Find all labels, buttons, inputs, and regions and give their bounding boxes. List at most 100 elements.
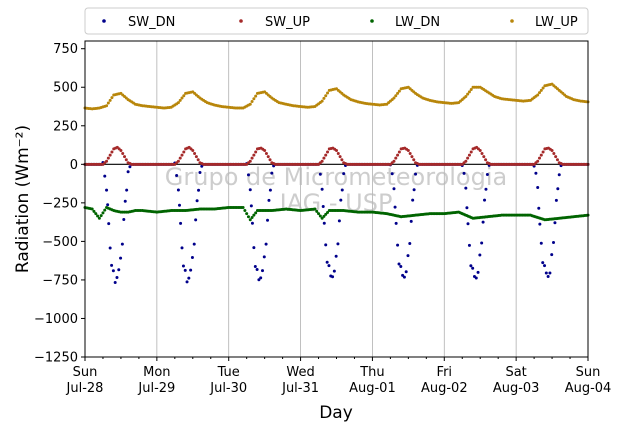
x-tick-label-day: Tue — [217, 365, 240, 380]
data-point — [543, 264, 547, 268]
data-point — [554, 155, 558, 159]
data-point — [255, 267, 259, 271]
data-point — [90, 207, 94, 211]
data-point — [105, 159, 109, 163]
data-point — [464, 186, 468, 190]
data-point — [268, 158, 272, 162]
data-point — [541, 261, 545, 265]
series-sw-up — [83, 145, 590, 166]
data-point — [325, 260, 329, 264]
data-point — [245, 212, 249, 216]
data-point — [320, 159, 324, 163]
x-tick-label-date: Aug-01 — [349, 381, 396, 396]
data-point — [108, 246, 112, 250]
data-point — [392, 159, 396, 163]
data-point — [320, 216, 324, 220]
data-point — [538, 222, 542, 226]
data-point — [392, 187, 396, 191]
data-point — [320, 187, 324, 191]
data-point — [326, 91, 330, 95]
data-point — [557, 173, 561, 177]
data-point — [176, 159, 180, 163]
data-point — [196, 158, 200, 162]
data-point — [469, 88, 473, 92]
data-point — [393, 205, 397, 209]
data-point — [334, 254, 338, 258]
data-point — [313, 207, 317, 211]
data-point — [246, 173, 250, 177]
x-tick-label-date: Jul-31 — [281, 381, 319, 396]
data-point — [110, 150, 114, 154]
data-point — [396, 91, 400, 95]
data-point — [254, 150, 258, 154]
x-axis-ticks: SunJul-28MonJul-29TueJul-30WedJul-31ThuA… — [66, 357, 611, 396]
y-axis-ticks: −1250 −1000 −750 −500 −250 0 250 500 750 — [34, 42, 85, 366]
data-point — [125, 188, 129, 192]
gridlines — [156, 41, 517, 357]
legend-box — [84, 7, 589, 35]
data-point — [264, 152, 268, 156]
series-lw-up — [83, 82, 590, 111]
data-point — [546, 275, 550, 279]
data-point — [270, 171, 274, 175]
data-point — [94, 212, 98, 216]
data-point — [250, 221, 254, 225]
data-point — [178, 156, 182, 160]
data-point — [193, 152, 197, 156]
data-point — [178, 98, 182, 102]
data-point — [411, 198, 415, 202]
data-point — [397, 150, 401, 154]
data-point — [200, 164, 204, 168]
data-point — [476, 270, 480, 274]
series-lw-dn — [83, 205, 590, 222]
data-point — [462, 171, 466, 175]
data-point — [555, 158, 559, 162]
data-point — [467, 90, 471, 94]
data-point — [322, 221, 326, 225]
data-point — [260, 269, 264, 273]
data-point — [117, 268, 121, 272]
data-point — [340, 158, 344, 162]
data-point — [268, 188, 272, 192]
data-point — [466, 92, 470, 96]
data-point — [554, 198, 558, 202]
data-point — [466, 156, 470, 160]
data-point — [254, 94, 258, 98]
x-tick-label-day: Mon — [143, 365, 170, 380]
data-point — [408, 152, 412, 156]
data-point — [123, 199, 127, 203]
data-point — [396, 243, 400, 247]
data-point — [397, 262, 401, 266]
data-point — [108, 98, 112, 102]
y-tick-label: 250 — [53, 119, 78, 134]
data-point — [338, 155, 342, 159]
data-point — [126, 170, 130, 174]
data-point — [187, 276, 191, 280]
x-tick-label-day: Thu — [359, 365, 384, 380]
data-point — [198, 170, 202, 174]
y-axis-label: Radiation (Wm⁻²) — [13, 125, 33, 273]
data-point — [194, 155, 198, 159]
data-point — [406, 254, 410, 258]
data-point — [108, 153, 112, 157]
data-point — [263, 148, 267, 152]
y-tick-label: 500 — [53, 81, 78, 96]
legend: SW_DN SW_UP LW_DN LW_UP — [84, 7, 589, 35]
data-point — [467, 243, 471, 247]
data-point — [248, 188, 252, 192]
y-tick-label: −1250 — [34, 351, 78, 366]
data-point — [324, 153, 328, 157]
data-point — [267, 198, 271, 202]
data-point — [120, 242, 124, 246]
data-point — [331, 275, 335, 279]
x-tick-label-day: Fri — [437, 365, 453, 380]
data-point — [480, 241, 484, 245]
data-point — [464, 159, 468, 163]
data-point — [342, 172, 346, 176]
data-point — [197, 188, 201, 192]
data-point — [264, 242, 268, 246]
data-point — [481, 220, 485, 224]
data-point — [482, 155, 486, 159]
y-tick-label: −1000 — [34, 312, 78, 327]
data-point — [469, 264, 473, 268]
